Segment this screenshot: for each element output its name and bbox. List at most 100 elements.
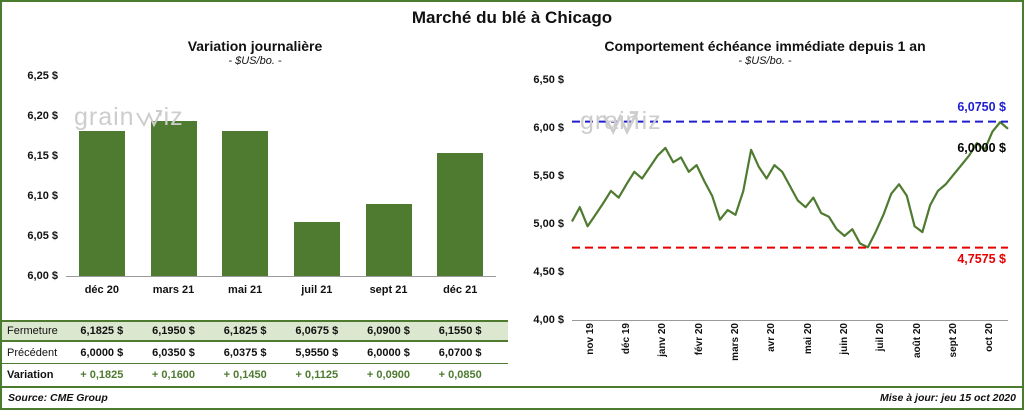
- line-xlabel: avr 20: [754, 323, 790, 379]
- bar-chart: 6,25 $ 6,20 $ 6,15 $ 6,10 $ 6,05 $ 6,00 $ gra…: [2, 70, 508, 282]
- bar: [150, 120, 197, 276]
- bar-chart-x-axis: déc 20 mars 21 mai 21 juil 21 sept 21 déc 21: [66, 279, 496, 301]
- table-cell: 6,1950 $: [152, 325, 195, 337]
- bar-xlabel: mai 21: [228, 284, 263, 296]
- line-xlabel-text: juin 20: [838, 323, 850, 355]
- line-xlabel: août 20: [899, 323, 935, 379]
- bar: [365, 204, 412, 276]
- line-xlabel: nov 19: [572, 323, 608, 379]
- line-xlabel-text: avr 20: [766, 323, 778, 352]
- bar-xlabel: déc 21: [443, 284, 478, 296]
- bar-slot: [424, 77, 496, 276]
- table-cell: 6,1550 $: [438, 325, 482, 337]
- line-chart-plot: grain iz 6,0750 $4,7575 $6,0000 $: [572, 81, 1008, 321]
- table-cell: 6,0350 $: [152, 346, 195, 359]
- line-xlabel-text: févr 20: [693, 323, 705, 356]
- bar-chart-title: Variation journalière: [187, 38, 323, 54]
- bar-chart-subtitle: - $US/bo. -: [228, 55, 282, 67]
- bar-slot: [281, 77, 353, 276]
- table-row-variation: Variation + 0,1825 + 0,1600 + 0,1450 + 0,112…: [2, 364, 508, 386]
- annotation-last-price: 6,0000 $: [957, 141, 1006, 155]
- table-cell: + 0,0900: [366, 369, 411, 381]
- bar: [437, 152, 484, 276]
- bar: [222, 130, 269, 276]
- bar-slot: [66, 77, 138, 276]
- bar-xlabel: mars 21: [152, 284, 195, 296]
- table-cell: 6,0000 $: [80, 346, 124, 359]
- line-xlabel-text: oct 20: [984, 323, 996, 352]
- line-xlabel: déc 19: [608, 323, 644, 379]
- row-label: Fermeture: [7, 325, 58, 337]
- line-chart-x-axis: nov 19 déc 19 janv 20 févr 20 mars 20 avr 20 m…: [572, 323, 1008, 379]
- front-month-panel: Comportement échéance immédiate depuis 1…: [508, 32, 1022, 386]
- table-cell: 6,1825 $: [80, 325, 124, 337]
- line-xlabel-text: sept 20: [947, 323, 959, 358]
- annotation-support: 4,7575 $: [957, 252, 1006, 267]
- updated-label: Mise à jour: jeu 15 oct 2020: [880, 392, 1016, 404]
- line-xlabel: juin 20: [826, 323, 862, 379]
- line-ytick-label: 4,50 $: [533, 266, 564, 278]
- source-label: Source: CME Group: [8, 392, 108, 404]
- bar-ytick-label: 6,05 $: [27, 230, 58, 242]
- bar-ytick-label: 6,10 $: [27, 190, 58, 202]
- table-cell: + 0,1450: [223, 369, 267, 381]
- line-xlabel-text: janv 20: [657, 323, 669, 357]
- line-xlabel: oct 20: [972, 323, 1008, 379]
- line-xlabel-text: nov 19: [584, 323, 596, 355]
- line-ytick-label: 5,00 $: [533, 218, 564, 230]
- bar: [78, 130, 125, 276]
- bar-ytick-label: 6,15 $: [27, 150, 58, 162]
- line-chart: 6,50 $6,00 $5,50 $5,00 $4,50 $4,00 $ gra…: [508, 74, 1022, 326]
- row-label: Précédent: [7, 346, 58, 359]
- line-xlabel: juil 20: [863, 323, 899, 379]
- bar-chart-y-axis: 6,25 $ 6,20 $ 6,15 $ 6,10 $ 6,05 $ 6,00 $: [2, 70, 66, 282]
- price-table: Fermeture 6,1825 $ 6,1950 $ 6,1825 $ 6,0675 …: [2, 320, 508, 386]
- line-ytick-label: 6,50 $: [533, 74, 564, 86]
- line-xlabel: janv 20: [645, 323, 681, 379]
- bar-slot: [209, 77, 281, 276]
- charts-row: Variation journalière - $US/bo. - 6,25 $…: [2, 32, 1022, 386]
- price-line-svg: [572, 81, 1008, 320]
- line-xlabel-text: mai 20: [802, 323, 814, 355]
- line-xlabel-text: déc 19: [620, 323, 632, 355]
- line-xlabel-text: août 20: [911, 323, 923, 359]
- table-cell: 6,0000 $: [367, 346, 410, 359]
- table-cell: + 0,1125: [295, 369, 339, 381]
- table-cell: + 0,0850: [438, 369, 482, 381]
- table-cell: 5,9550 $: [295, 346, 339, 359]
- line-xlabel-text: mars 20: [729, 323, 741, 361]
- line-xlabel-text: juil 20: [875, 323, 887, 352]
- table-cell: 6,0675 $: [295, 325, 339, 337]
- table-cell: 6,0375 $: [223, 346, 267, 359]
- line-ytick-label: 4,00 $: [533, 314, 564, 326]
- footer: Source: CME Group Mise à jour: jeu 15 oc…: [2, 386, 1022, 408]
- bar-ytick-label: 6,20 $: [27, 110, 58, 122]
- line-ytick-label: 6,00 $: [533, 122, 564, 134]
- table-cell: + 0,1600: [151, 369, 196, 381]
- bar: [293, 222, 340, 276]
- line-ytick-label: 5,50 $: [533, 170, 564, 182]
- line-xlabel: mars 20: [717, 323, 753, 379]
- bar-ytick-label: 6,25 $: [27, 70, 58, 82]
- table-cell: 6,0900 $: [367, 325, 410, 337]
- line-xlabel: févr 20: [681, 323, 717, 379]
- line-xlabel: mai 20: [790, 323, 826, 379]
- bar-chart-plot: grain iz: [66, 77, 496, 277]
- bar-xlabel: déc 20: [84, 284, 119, 296]
- bar-ytick-label: 6,00 $: [27, 270, 58, 282]
- table-cell: 6,0700 $: [438, 346, 482, 359]
- line-xlabel: sept 20: [935, 323, 971, 379]
- table-cell: 6,1825 $: [223, 325, 267, 337]
- page-title: Marché du blé à Chicago: [411, 8, 613, 27]
- bar-xlabel: juil 21: [301, 284, 333, 296]
- line-chart-subtitle: - $US/bo. -: [738, 55, 792, 67]
- row-label: Variation: [7, 369, 54, 381]
- line-chart-title: Comportement échéance immédiate depuis 1…: [604, 38, 926, 54]
- bar-xlabel: sept 21: [369, 284, 408, 296]
- bar-slot: [138, 77, 210, 276]
- bar-slot: [353, 77, 425, 276]
- annotation-resistance: 6,0750 $: [957, 99, 1006, 114]
- table-cell: + 0,1825: [80, 369, 124, 381]
- line-chart-y-axis: 6,50 $ 6,00 $ 5,50 $ 5,00 $ 4,50 $ 4,00 $: [508, 74, 572, 326]
